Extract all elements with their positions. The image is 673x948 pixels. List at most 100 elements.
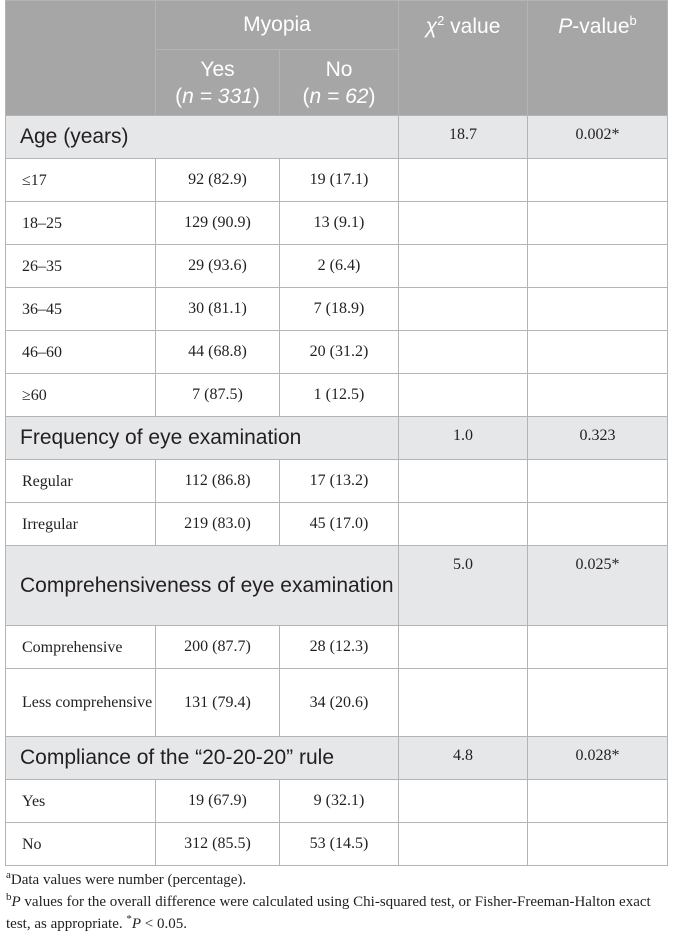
group-label: Comprehensiveness of eye examination <box>4 545 400 626</box>
chi-symbol: χ <box>425 15 438 38</box>
row-p-empty <box>527 779 669 823</box>
row-chi-empty <box>398 330 529 374</box>
row-yes-value: 219 (83.0) <box>155 502 280 546</box>
row-no-value: 9 (32.1) <box>278 779 400 823</box>
group-label: Age (years) <box>4 115 400 159</box>
myopia-table: Myopia χ2 value P-valueb Yes (n = 331) No… <box>4 0 669 866</box>
header-no-label: No <box>325 57 353 81</box>
row-chi-empty <box>398 459 529 503</box>
row-yes-value: 131 (79.4) <box>155 668 280 737</box>
row-yes-value: 30 (81.1) <box>155 287 280 331</box>
header-p-value: P-valueb <box>527 0 669 116</box>
row-chi-empty <box>398 201 529 245</box>
group-label: Compliance of the “20-20-20” rule <box>4 736 400 780</box>
group-chi-value: 1.0 <box>398 416 529 460</box>
table-row: ≤17 92 (82.9) 19 (17.1) <box>5 158 669 202</box>
footnote-a-text: Data values were number (percentage). <box>10 872 247 888</box>
footnote-b-p2: P <box>131 916 142 932</box>
group-p-value: 0.025* <box>527 545 669 626</box>
row-label: Comprehensive <box>5 625 156 669</box>
row-chi-empty <box>398 625 529 669</box>
group-chi-value: 5.0 <box>398 545 529 626</box>
footnote-b-text: values for the overall difference were c… <box>6 894 651 932</box>
group-p-value: 0.323 <box>527 416 669 460</box>
row-p-empty <box>527 201 669 245</box>
row-p-empty <box>527 459 669 503</box>
row-no-value: 1 (12.5) <box>278 373 400 417</box>
row-chi-empty <box>398 244 529 288</box>
table-row: No 312 (85.5) 53 (14.5) <box>5 822 669 866</box>
row-p-empty <box>527 287 669 331</box>
row-label: No <box>5 822 156 866</box>
row-yes-value: 19 (67.9) <box>155 779 280 823</box>
header-no: No (n = 62) <box>278 49 400 116</box>
group-p-value: 0.028* <box>527 736 669 780</box>
row-p-empty <box>527 625 669 669</box>
header-blank-cell <box>5 0 156 116</box>
table-row: Regular 112 (86.8) 17 (13.2) <box>5 459 669 503</box>
footnote-a: aData values were number (percentage). <box>6 869 668 891</box>
row-no-value: 19 (17.1) <box>278 158 400 202</box>
row-label: 26–35 <box>5 244 156 288</box>
footnote-b-p: P <box>11 894 21 910</box>
row-chi-empty <box>398 502 529 546</box>
row-chi-empty <box>398 158 529 202</box>
row-yes-value: 112 (86.8) <box>155 459 280 503</box>
row-p-empty <box>527 502 669 546</box>
row-yes-value: 129 (90.9) <box>155 201 280 245</box>
p-value-label: -value <box>572 15 630 38</box>
row-yes-value: 44 (68.8) <box>155 330 280 374</box>
header-yes-n: n = 331 <box>182 84 253 108</box>
row-p-empty <box>527 244 669 288</box>
row-no-value: 2 (6.4) <box>278 244 400 288</box>
row-label: 18–25 <box>5 201 156 245</box>
row-no-value: 7 (18.9) <box>278 287 400 331</box>
group-row: Compliance of the “20-20-20” rule 4.8 0.02… <box>4 736 669 780</box>
row-chi-empty <box>398 373 529 417</box>
row-yes-value: 200 (87.7) <box>155 625 280 669</box>
row-yes-value: 7 (87.5) <box>155 373 280 417</box>
row-label: Yes <box>5 779 156 823</box>
group-p-value: 0.002* <box>527 115 669 159</box>
footnote-b-marker: b <box>6 891 12 903</box>
table-row: Yes 19 (67.9) 9 (32.1) <box>5 779 669 823</box>
row-chi-empty <box>398 287 529 331</box>
row-yes-value: 29 (93.6) <box>155 244 280 288</box>
table-row: Less comprehensive 131 (79.4) 34 (20.6) <box>5 668 669 737</box>
row-label: Less comprehensive <box>5 668 156 737</box>
header-row-2: Yes (n = 331) No (n = 62) <box>6 49 668 116</box>
row-label: 46–60 <box>5 330 156 374</box>
table-row: 18–25 129 (90.9) 13 (9.1) <box>5 201 669 245</box>
header-yes: Yes (n = 331) <box>155 49 280 116</box>
footnote-a-marker: a <box>6 869 11 881</box>
chi-superscript: 2 <box>437 13 445 28</box>
table-row: Irregular 219 (83.0) 45 (17.0) <box>5 502 669 546</box>
footnotes: aData values were number (percentage). b… <box>6 869 668 935</box>
group-chi-value: 18.7 <box>398 115 529 159</box>
chi-value-label: value <box>444 15 501 38</box>
row-chi-empty <box>398 822 529 866</box>
group-chi-value: 4.8 <box>398 736 529 780</box>
footnote-b-tail: < 0.05. <box>141 916 188 932</box>
table-row: ≥60 7 (87.5) 1 (12.5) <box>5 373 669 417</box>
row-no-value: 20 (31.2) <box>278 330 400 374</box>
row-label: Irregular <box>5 502 156 546</box>
row-yes-value: 312 (85.5) <box>155 822 280 866</box>
header-no-n: n = 62 <box>309 84 369 108</box>
row-chi-empty <box>398 779 529 823</box>
row-label: ≤17 <box>5 158 156 202</box>
row-label: 36–45 <box>5 287 156 331</box>
group-row: Frequency of eye examination 1.0 0.323 <box>4 416 669 460</box>
row-p-empty <box>527 822 669 866</box>
header-myopia: Myopia <box>154 0 400 50</box>
header-yes-label: Yes <box>200 57 235 81</box>
table-row: Comprehensive 200 (87.7) 28 (12.3) <box>5 625 669 669</box>
row-p-empty <box>527 373 669 417</box>
row-p-empty <box>527 330 669 374</box>
row-label: ≥60 <box>5 373 156 417</box>
row-no-value: 34 (20.6) <box>278 668 400 737</box>
header-chi-square: χ2 value <box>398 0 529 116</box>
footnote-b-star: * <box>126 913 132 925</box>
row-no-value: 13 (9.1) <box>278 201 400 245</box>
row-yes-value: 92 (82.9) <box>155 158 280 202</box>
